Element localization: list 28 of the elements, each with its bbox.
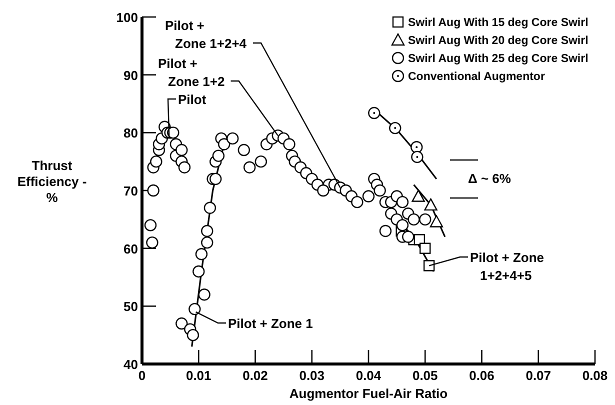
annotation: Pilot xyxy=(178,92,207,107)
y-axis-title: Thrust Efficiency - % xyxy=(17,158,87,205)
annotation: Pilot + Zone 1+2+4+5 xyxy=(470,250,544,283)
annotation: Pilot + Zone 1+2+4 xyxy=(165,18,248,51)
x-tick-label: 0.02 xyxy=(242,368,268,383)
annotation: Pilot + Zone 1 xyxy=(228,316,313,331)
y-tick-label: 90 xyxy=(124,68,138,83)
annotation: Pilot + Zone 1+2 xyxy=(158,56,225,89)
y-tick-label: 70 xyxy=(124,184,138,198)
legend-label: Conventional Augmentor xyxy=(408,71,546,83)
x-tick-label: 0.04 xyxy=(356,368,382,383)
x-tick-label: 0.03 xyxy=(299,368,325,383)
x-tick-label: 0.05 xyxy=(412,368,438,383)
x-tick-label: 0.08 xyxy=(582,368,608,383)
y-tick-label: 50 xyxy=(124,299,138,314)
x-axis-title: Augmentor Fuel-Air Ratio xyxy=(289,386,448,401)
x-tick-label: 0.07 xyxy=(526,368,552,383)
legend-label: Swirl Aug With 25 deg Core Swirl xyxy=(408,53,588,65)
legend-label: Swirl Aug With 20 deg Core Swirl xyxy=(408,35,588,47)
y-tick-label: 60 xyxy=(124,241,138,256)
y-tick-label: 80 xyxy=(124,126,138,141)
annotation: Δ ~ 6% xyxy=(468,171,512,186)
legend-label: Swirl Aug With 15 deg Core Swirl xyxy=(408,17,588,29)
x-tick-label: 0 xyxy=(138,368,146,383)
x-tick-label: 0.06 xyxy=(469,368,494,383)
x-tick-label: 0.01 xyxy=(186,368,212,383)
y-tick-label: 100 xyxy=(116,10,138,25)
y-tick-label: 40 xyxy=(124,357,138,372)
